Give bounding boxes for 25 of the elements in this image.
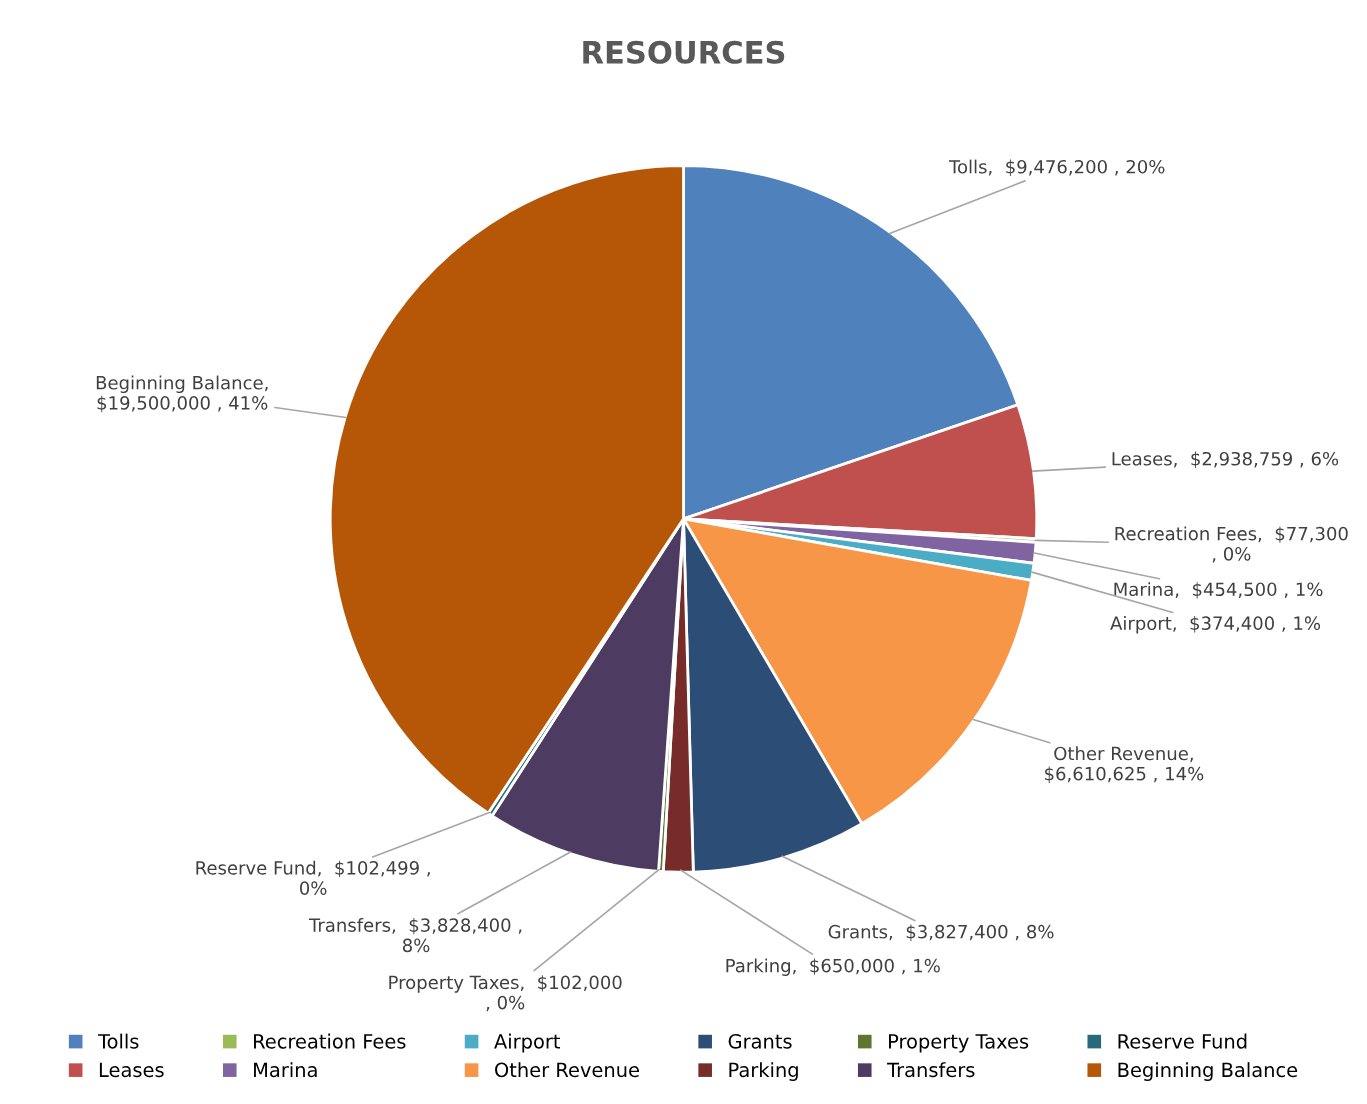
data-label: Other Revenue, $6,610,625 , 14% — [1045, 746, 1204, 783]
legend-label: Reserve Fund — [1118, 1033, 1247, 1049]
legend-label: Leases — [99, 1062, 164, 1078]
data-label: Leases, $2,938,759 , 6% — [1112, 451, 1339, 468]
data-label: Grants, $3,827,400 , 8% — [828, 924, 1054, 941]
legend-label: Tolls — [97, 1033, 139, 1049]
data-label: Marina, $454,500 , 1% — [1114, 582, 1323, 599]
legend-label: Grants — [728, 1033, 792, 1049]
legend-label: Airport — [494, 1033, 561, 1053]
legend-label: Property Taxes — [889, 1034, 1029, 1053]
legend-label: Marina — [254, 1062, 317, 1078]
data-label: Airport, $374,400 , 1% — [1110, 616, 1321, 634]
data-label: Parking, $650,000 , 1% — [726, 958, 940, 976]
legend-label: Parking — [729, 1062, 798, 1081]
legend-label: Recreation Fees — [254, 1033, 406, 1049]
data-label: Property Taxes, $102,000 , 0% — [389, 975, 622, 1012]
data-label: Tolls, $9,476,200 , 20% — [948, 159, 1165, 176]
data-label: Transfers, $3,828,400 , 8% — [308, 917, 522, 953]
legend-label: Other Revenue — [495, 1062, 639, 1078]
legend-label: Beginning Balance — [1118, 1062, 1298, 1081]
data-label: Reserve Fund, $102,499 , 0% — [196, 860, 430, 895]
chart-title: RESOURCES — [583, 40, 785, 64]
legend-label: Transfers — [887, 1062, 975, 1078]
data-label: Recreation Fees, $77,300 , 0% — [1115, 526, 1348, 563]
data-label: Beginning Balance, $19,500,000 , 41% — [96, 375, 268, 413]
